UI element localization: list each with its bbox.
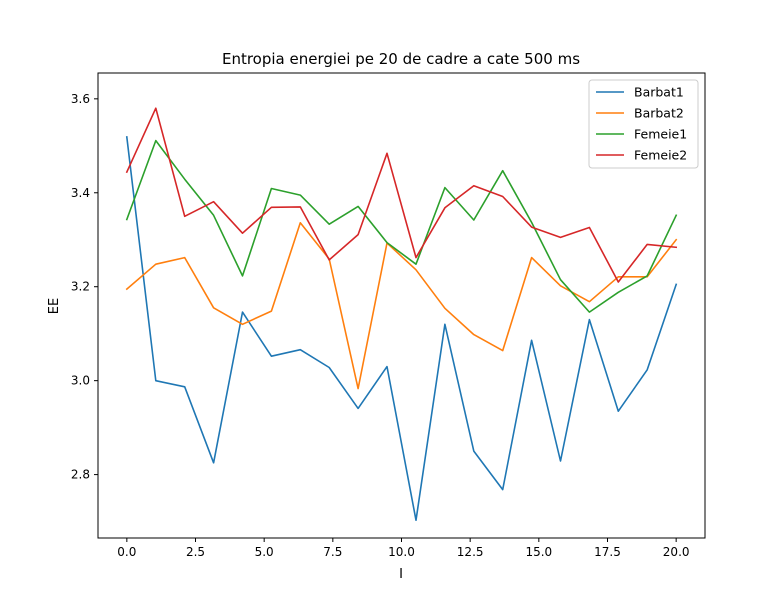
y-tick-label: 2.8	[71, 468, 90, 482]
legend-box	[588, 79, 699, 169]
legend-label-barbat1: Barbat1	[634, 85, 684, 100]
x-tick-label: 0.0	[117, 545, 136, 559]
series-line-barbat2	[125, 222, 678, 390]
legend-label-femeie1: Femeie1	[634, 127, 687, 142]
chart-title: Entropia energiei pe 20 de cadre a cate …	[222, 50, 580, 68]
series-layer	[125, 107, 678, 522]
x-tick-label: 15.0	[525, 545, 552, 559]
y-axis-label: EE	[47, 298, 62, 314]
x-axis-label: I	[399, 567, 403, 582]
x-tick-label: 10.0	[388, 545, 415, 559]
y-axis: 2.8 3.0 3.2 3.4 3.6	[71, 92, 98, 482]
x-tick-label: 5.0	[255, 545, 274, 559]
legend-label-femeie2: Femeie2	[634, 148, 687, 163]
series-line-barbat1	[125, 136, 678, 522]
series-line-femeie2	[125, 107, 678, 283]
x-tick-label: 17.5	[594, 545, 621, 559]
x-tick-label: 12.5	[457, 545, 484, 559]
y-tick-label: 3.2	[71, 280, 90, 294]
x-tick-label: 20.0	[663, 545, 690, 559]
x-tick-label: 7.5	[323, 545, 342, 559]
legend-label-barbat2: Barbat2	[634, 106, 684, 121]
x-tick-label: 2.5	[186, 545, 205, 559]
y-tick-label: 3.0	[71, 374, 90, 388]
legend: Barbat1 Barbat2 Femeie1 Femeie2	[588, 79, 699, 169]
x-axis: 0.0 2.5 5.0 7.5 10.0 12.5 15.0 17.5 20.0	[117, 538, 690, 559]
y-tick-label: 3.6	[71, 92, 90, 106]
series-line-femeie1	[125, 139, 678, 313]
y-tick-label: 3.4	[71, 186, 90, 200]
